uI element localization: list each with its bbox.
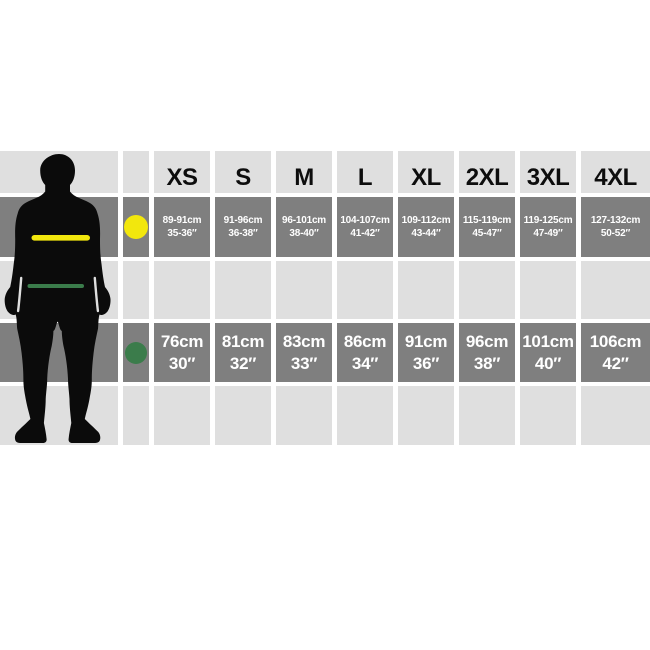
size-header-m: M	[276, 151, 332, 193]
chest-legend-cell	[123, 197, 149, 257]
waist-measurement-cell: 101cm 40″	[520, 323, 576, 382]
spacer-cell	[398, 386, 454, 445]
spacer-cell	[276, 386, 332, 445]
chest-measurement-cell: 115-119cm 45-47″	[459, 197, 515, 257]
size-header-2xl: 2XL	[459, 151, 515, 193]
chest-measurement-cell: 89-91cm 35-36″	[154, 197, 210, 257]
waist-legend-cell	[123, 323, 149, 382]
size-header-xl: XL	[398, 151, 454, 193]
spacer-cell	[154, 261, 210, 319]
size-header-xs: XS	[154, 151, 210, 193]
spacer-cell	[581, 386, 650, 445]
waist-measurement-cell: 83cm 33″	[276, 323, 332, 382]
size-header-s: S	[215, 151, 271, 193]
spacer-cell	[581, 261, 650, 319]
spacer-cell	[276, 261, 332, 319]
chest-measurement-cell: 96-101cm 38-40″	[276, 197, 332, 257]
chest-measurement-cell: 91-96cm 36-38″	[215, 197, 271, 257]
size-header-4xl: 4XL	[581, 151, 650, 193]
waist-measurement-line	[27, 284, 84, 288]
spacer-cell	[520, 261, 576, 319]
spacer-cell	[123, 261, 149, 319]
waist-measurement-cell: 76cm 30″	[154, 323, 210, 382]
waist-indicator-dot	[125, 341, 147, 364]
chest-measurement-cell: 119-125cm 47-49″	[520, 197, 576, 257]
spacer-cell	[459, 261, 515, 319]
spacer-cell	[520, 386, 576, 445]
waist-measurement-cell: 81cm 32″	[215, 323, 271, 382]
chest-measurement-cell: 127-132cm 50-52″	[581, 197, 650, 257]
size-header-3xl: 3XL	[520, 151, 576, 193]
arm-body-separation-left	[16, 276, 23, 313]
legend-header-cell	[123, 151, 149, 193]
waist-measurement-cell: 86cm 34″	[337, 323, 393, 382]
waist-measurement-cell: 91cm 36″	[398, 323, 454, 382]
chest-measurement-cell: 109-112cm 43-44″	[398, 197, 454, 257]
spacer-cell	[337, 386, 393, 445]
spacer-cell	[154, 386, 210, 445]
spacer-cell	[123, 386, 149, 445]
waist-measurement-cell: 106cm 42″	[581, 323, 650, 382]
waist-measurement-cell: 96cm 38″	[459, 323, 515, 382]
spacer-cell	[337, 261, 393, 319]
human-figure	[4, 154, 111, 443]
figure-silhouette	[4, 154, 111, 443]
spacer-cell	[215, 261, 271, 319]
chest-indicator-dot	[124, 215, 148, 239]
spacer-cell	[215, 386, 271, 445]
size-header-l: L	[337, 151, 393, 193]
chest-measurement-line	[31, 235, 90, 241]
arm-body-separation-right	[93, 276, 100, 313]
spacer-cell	[459, 386, 515, 445]
chest-measurement-cell: 104-107cm 41-42″	[337, 197, 393, 257]
spacer-cell	[398, 261, 454, 319]
